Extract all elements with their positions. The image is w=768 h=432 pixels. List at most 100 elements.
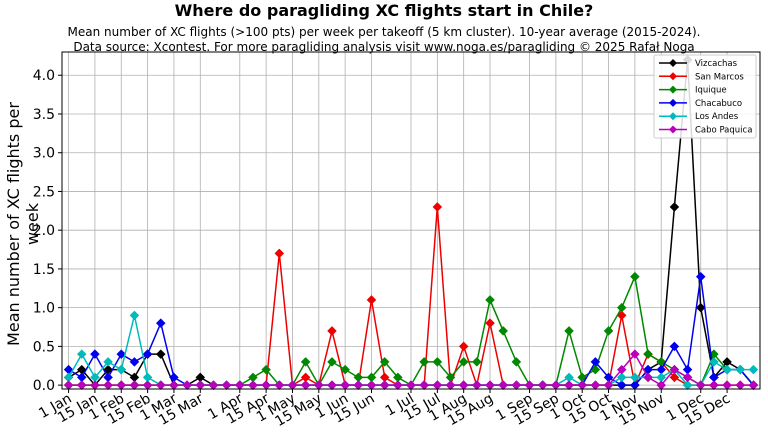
data-point xyxy=(274,248,285,259)
legend-swatch-marker xyxy=(669,112,677,121)
data-point xyxy=(261,380,271,390)
data-point xyxy=(669,372,680,383)
data-point xyxy=(142,349,153,359)
chart-subtitle-line-1: Mean number of XC flights (>100 pts) per… xyxy=(67,25,701,39)
data-point xyxy=(129,380,140,390)
data-point xyxy=(300,357,311,367)
data-point xyxy=(129,357,140,367)
data-point xyxy=(735,380,746,390)
chart-subtitle-line-2: Data source: Xcontest. For more paraglid… xyxy=(73,40,695,54)
legend-entry: Vizcachas xyxy=(659,59,738,69)
data-point xyxy=(445,380,456,390)
data-point xyxy=(485,295,495,305)
data-point xyxy=(630,372,640,383)
data-point xyxy=(129,310,140,321)
data-point xyxy=(616,302,627,313)
y-tick-label: 3.0 xyxy=(33,146,55,162)
data-point xyxy=(511,357,522,367)
legend-entry: Chacabuco xyxy=(659,98,742,109)
data-point xyxy=(695,380,706,390)
series-cabo-paquica xyxy=(63,349,759,390)
data-point xyxy=(155,380,166,390)
data-point xyxy=(76,380,87,390)
data-point xyxy=(155,318,166,329)
data-point xyxy=(722,364,732,375)
legend: Vizcachas San Marcos Iquique Chacabuco Los A… xyxy=(653,54,757,139)
data-point xyxy=(669,341,680,352)
data-point xyxy=(313,380,324,390)
y-tick-label: 0.5 xyxy=(33,339,55,355)
legend-entry: Iquique xyxy=(659,85,727,96)
data-point xyxy=(695,302,706,313)
legend-swatch-marker xyxy=(669,59,677,67)
data-point xyxy=(432,380,443,390)
y-tick-label: 2.0 xyxy=(33,223,55,239)
y-tick-label: 1.0 xyxy=(33,301,55,317)
data-point xyxy=(327,357,337,367)
data-point xyxy=(695,271,706,282)
data-point xyxy=(248,380,258,390)
data-point xyxy=(630,271,640,282)
data-point xyxy=(392,380,403,390)
data-point xyxy=(616,380,627,390)
data-point xyxy=(590,357,601,367)
series-layer xyxy=(63,54,759,390)
data-point xyxy=(406,380,416,390)
legend-entry: San Marcos xyxy=(659,72,744,82)
data-point xyxy=(327,326,337,336)
data-point xyxy=(485,380,495,390)
data-point xyxy=(195,380,206,390)
data-point xyxy=(722,380,732,390)
data-point xyxy=(709,380,719,390)
legend-label: Chacabuco xyxy=(695,99,742,109)
legend-entry: Los Andes xyxy=(659,112,739,122)
legend-swatch-marker xyxy=(669,72,677,81)
data-point xyxy=(682,380,693,390)
data-point xyxy=(340,364,351,375)
data-point xyxy=(564,326,574,336)
data-point xyxy=(287,380,298,390)
data-point xyxy=(63,380,74,390)
data-point xyxy=(366,295,377,305)
data-point xyxy=(274,380,285,390)
data-point xyxy=(551,380,561,390)
data-point xyxy=(682,372,693,383)
data-point xyxy=(90,349,100,359)
legend-swatch-marker xyxy=(669,85,677,94)
data-point xyxy=(537,380,548,390)
data-point xyxy=(458,357,469,367)
data-point xyxy=(471,357,482,367)
chart-title: Where do paragliding XC flights start in… xyxy=(174,1,594,20)
data-point xyxy=(630,349,640,359)
data-point xyxy=(379,380,390,390)
data-point xyxy=(327,380,337,390)
data-point xyxy=(511,380,522,390)
data-point xyxy=(643,372,653,383)
data-point xyxy=(103,357,113,367)
legend-label: Iquique xyxy=(695,86,727,96)
data-point xyxy=(748,380,759,390)
legend-label: San Marcos xyxy=(695,72,744,82)
data-point xyxy=(485,318,495,329)
data-point xyxy=(669,202,680,212)
data-point xyxy=(471,380,482,390)
data-point xyxy=(616,372,627,383)
data-point xyxy=(76,349,87,359)
data-point xyxy=(748,364,759,375)
data-point xyxy=(432,202,443,212)
data-point xyxy=(498,380,509,390)
data-point xyxy=(116,349,127,359)
data-point xyxy=(458,341,469,352)
data-point xyxy=(155,349,166,359)
data-point xyxy=(116,380,127,390)
data-point xyxy=(221,380,232,390)
legend-label: Los Andes xyxy=(695,112,739,122)
data-point xyxy=(735,364,746,375)
data-point xyxy=(234,380,245,390)
y-tick-label: 1.5 xyxy=(33,262,55,278)
y-tick-label: 0.0 xyxy=(33,378,55,394)
data-point xyxy=(603,326,614,336)
data-point xyxy=(366,380,377,390)
legend-swatch-marker xyxy=(669,125,677,134)
y-tick-label: 3.5 xyxy=(33,107,55,123)
